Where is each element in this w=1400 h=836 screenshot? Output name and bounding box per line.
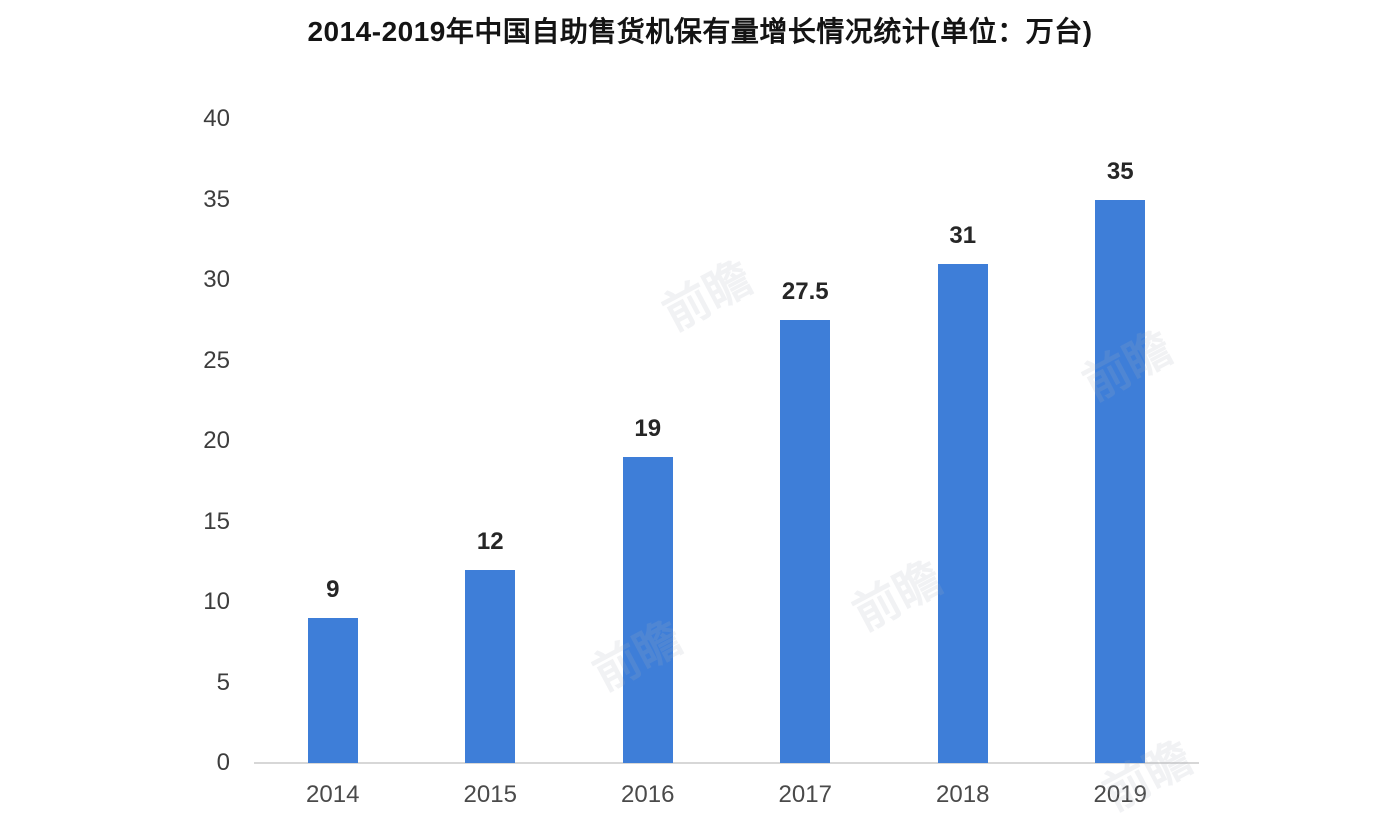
y-tick-label: 5 — [216, 668, 230, 696]
y-tick-label: 20 — [203, 427, 230, 454]
x-tick-label: 2019 — [1093, 781, 1147, 808]
x-tick-label: 2018 — [936, 781, 990, 808]
bar-value-label: 35 — [1106, 157, 1134, 185]
bar-2019 — [1095, 199, 1146, 763]
bar-value-label: 31 — [949, 221, 977, 249]
x-tick-label: 2016 — [621, 781, 675, 808]
y-tick-label: 40 — [203, 105, 230, 132]
bar-2014 — [307, 618, 358, 763]
bar-value-label: 27.5 — [781, 278, 829, 306]
bar-2016 — [622, 457, 673, 763]
y-tick-label: 30 — [203, 266, 230, 293]
bar-value-label: 12 — [476, 527, 504, 555]
x-tick-label: 2014 — [306, 781, 360, 808]
bar-2017 — [780, 320, 831, 763]
plot-area: 0 5 10 15 20 25 30 35 40 9 2014 12 2015 19 2016 27.5 201… — [203, 105, 1199, 808]
bar-2018 — [937, 263, 988, 763]
bar-value-label: 19 — [634, 415, 662, 443]
bar-value-label: 9 — [326, 576, 340, 604]
y-tick-label: 15 — [203, 507, 230, 535]
y-tick-label: 10 — [203, 588, 230, 615]
y-tick-label: 25 — [203, 346, 230, 374]
x-tick-label: 2017 — [778, 781, 832, 808]
x-tick-label: 2015 — [463, 781, 517, 808]
y-tick-label: 35 — [203, 185, 230, 213]
chart-title: 2014-2019年中国自助售货机保有量增长情况统计(单位：万台) — [307, 16, 1093, 47]
x-axis-line — [254, 762, 1199, 764]
bar-2015 — [465, 569, 516, 763]
y-tick-label: 0 — [216, 749, 230, 776]
